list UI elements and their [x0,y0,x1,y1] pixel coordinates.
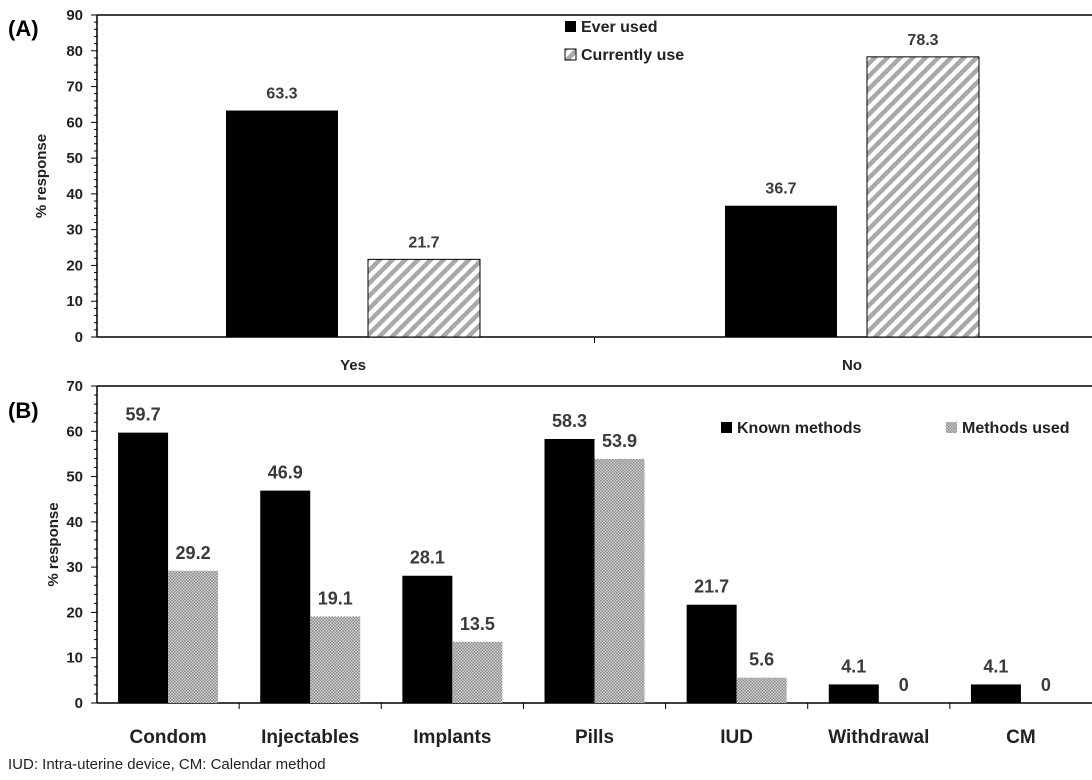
panel-a-bar-yes-2 [367,258,481,338]
panel-a-data-label: 63.3 [266,86,297,103]
panel-b-y-tick-label: 40 [66,514,83,531]
panel-a-legend-swatch [565,21,576,32]
panel-a-y-tick-label: 90 [66,7,83,24]
panel-b-legend-swatch [946,422,957,433]
panel-a-y-tick-label: 30 [66,222,83,239]
panel-b-y-tick-label: 30 [66,559,83,576]
panel-b-data-label: 0 [1041,675,1051,695]
panel-a-y-tick-label: 0 [75,329,83,346]
panel-a-bar-no-2 [866,56,980,338]
panel-b-bar-injectables-1 [260,490,311,703]
panel-a-legend-label: Currently use [581,47,684,64]
panel-b-y-tick-label: 20 [66,604,83,621]
panel-a-y-tick-label: 50 [66,150,83,167]
panel-b-y-tick-label: 60 [66,423,83,440]
panel-b-category-label: Injectables [261,727,359,748]
panel-b-category-label: Implants [413,727,491,748]
panel-b-data-label: 53.9 [602,431,637,451]
panel-b-category-label: Condom [130,727,207,748]
panel-a-bar-yes-1 [226,110,338,337]
panel-b-bar-withdrawal-1 [828,684,879,703]
panel-b-y-tick-label: 0 [75,695,83,712]
panel-b-bar-implants-1 [402,575,453,703]
panel-b-data-label: 46.9 [268,463,303,483]
panel-b-y-axis-label: % response [45,502,62,586]
panel-b-data-label: 5.6 [749,650,774,670]
panel-b-legend-swatch [721,422,732,433]
panel-b-data-label: 59.7 [126,405,161,425]
panel-b-bar-iud-2 [736,677,787,703]
panel-b-label: (B) [8,398,39,423]
panel-b-legend-label: Methods used [962,420,1070,437]
panel-a-data-label: 21.7 [408,234,439,251]
panel-b-data-label: 21.7 [694,577,729,597]
panel-a-legend-swatch [564,48,577,61]
panel-a-data-label: 78.3 [907,32,938,49]
panel-b-legend-label: Known methods [737,420,862,437]
panel-a-bar-no-1 [725,205,837,337]
panel-b-data-label: 28.1 [410,548,445,568]
panel-a-data-label: 36.7 [765,181,796,198]
panel-b-bar-injectables-2 [310,616,361,703]
panel-b-bar-iud-1 [686,604,737,703]
panel-b-y-tick-label: 50 [66,469,83,486]
footnote: IUD: Intra-uterine device, CM: Calendar … [8,756,326,773]
panel-a-category-label: Yes [340,357,366,374]
panel-a-y-tick-label: 10 [66,293,83,310]
panel-b-data-label: 19.1 [318,589,353,609]
panel-a-category-label: No [842,357,862,374]
panel-b-data-label: 4.1 [841,656,866,676]
panel-a-y-axis-label: % response [33,134,50,218]
panel-b-category-label: CM [1006,727,1036,748]
panel-b-category-label: IUD [720,727,753,748]
panel-b-bar-condom-1 [118,432,169,703]
panel-a-y-tick-label: 40 [66,186,83,203]
panel-b-data-label: 0 [899,675,909,695]
panel-a-label: (A) [8,16,39,41]
panel-b-data-label: 29.2 [176,543,211,563]
panel-a-y-tick-label: 80 [66,43,83,60]
panel-b-data-label: 58.3 [552,411,587,431]
panel-b-y-tick-label: 10 [66,650,83,667]
panel-b-bar-cm-1 [970,684,1021,703]
panel-b-category-label: Pills [575,727,614,748]
panel-b-y-tick-label: 70 [66,378,83,395]
panel-b-bar-pills-2 [594,458,645,703]
panel-b-data-label: 4.1 [983,656,1008,676]
panel-a-y-tick-label: 20 [66,257,83,274]
panel-b-bar-pills-1 [544,438,595,703]
panel-b-category-label: Withdrawal [828,727,929,748]
panel-b-data-label: 13.5 [460,614,495,634]
panel-a-y-tick-label: 60 [66,114,83,131]
panel-b-bar-implants-2 [452,641,503,703]
panel-a-y-tick-label: 70 [66,79,83,96]
panel-b-bar-condom-2 [168,570,219,703]
panel-a-legend-label: Ever used [581,19,657,36]
